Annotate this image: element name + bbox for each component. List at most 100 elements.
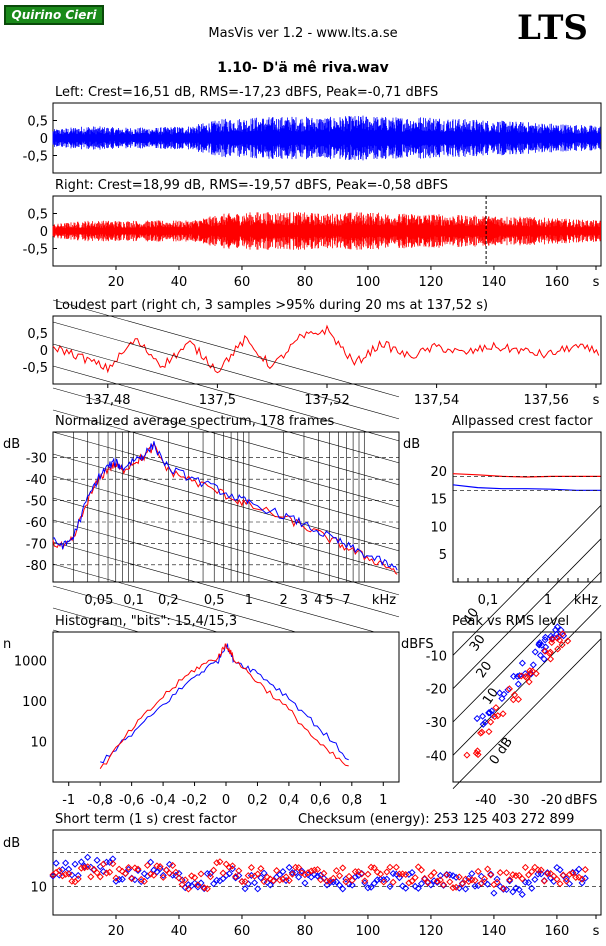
shortcrest-point — [71, 860, 79, 868]
peakrms-point — [548, 635, 556, 643]
spectrum-slope — [52, 365, 400, 464]
shortcrest-point — [443, 871, 451, 879]
shortcrest-point — [87, 873, 95, 881]
shortcrest-point — [282, 873, 290, 881]
peakrms-point — [542, 643, 550, 651]
spectrum-xtick: 1 — [245, 593, 253, 608]
loudest-ytick: 0 — [40, 344, 48, 359]
peakrms-point — [541, 633, 549, 641]
peakrms-point — [529, 667, 537, 675]
spectrum-slope — [52, 541, 400, 640]
spectrum-slope — [52, 321, 400, 420]
shortcrest-point — [206, 873, 215, 881]
shortcrest-xtick: 20 — [108, 924, 125, 939]
peakrms-point — [509, 696, 517, 704]
shortcrest-point — [121, 869, 129, 877]
loudest-ytick: -0,5 — [23, 361, 48, 376]
shortcrest-point — [377, 870, 385, 878]
histogram-ytick: 10 — [30, 735, 47, 750]
allpass-xtick: 1 — [544, 593, 552, 608]
peakrms-point — [536, 651, 545, 659]
shortcrest-point — [342, 878, 350, 886]
shortcrest-point — [389, 878, 397, 886]
shortcrest-point — [109, 860, 117, 868]
histogram-ylabel: n — [3, 637, 11, 652]
shortcrest-point — [339, 885, 347, 893]
shortcrest-point — [181, 876, 189, 884]
shortcrest-point — [241, 885, 249, 893]
shortcrest-point — [106, 868, 114, 876]
spectrum-slope — [52, 409, 400, 508]
histogram-xtick: -0,2 — [182, 793, 207, 808]
peakrms-point — [505, 685, 513, 693]
shortcrest-point — [109, 855, 117, 863]
shortcrest-point — [74, 875, 82, 883]
shortcrest-point — [291, 869, 300, 877]
checksum-text: Checksum (energy): 253 125 403 272 899 — [298, 812, 574, 827]
shortcrest-xtick: 60 — [234, 924, 251, 939]
shortcrest-point — [244, 872, 252, 880]
peakrms-point — [514, 695, 523, 703]
shortcrest-point — [521, 863, 529, 871]
peakrms-title: Peak vs RMS level — [452, 614, 569, 629]
shortcrest-point — [62, 859, 70, 867]
shortcrest-point — [84, 853, 92, 861]
shortcrest-point — [194, 883, 202, 891]
shortcrest-xtick: 160 — [544, 924, 569, 939]
allpass-xtick: 0,1 — [478, 593, 499, 608]
peakrms-diag — [452, 571, 602, 723]
loudest-series — [52, 324, 600, 374]
peakrms-point — [491, 713, 499, 721]
shortcrest-xtick: 120 — [419, 924, 444, 939]
peakrms-ytick: -10 — [426, 649, 447, 664]
shortcrest-point — [361, 877, 369, 885]
shortcrest-point — [65, 865, 73, 873]
histogram-xtick: 0,8 — [341, 793, 362, 808]
shortcrest-point — [254, 885, 262, 893]
track-title: 1.10- D'ä mê riva.wav — [217, 60, 389, 76]
right-title: Right: Crest=18,99 dB, RMS=-19,57 dBFS, … — [55, 178, 448, 193]
shortcrest-point — [257, 865, 265, 873]
shortcrest-point — [424, 879, 432, 887]
shortcrest-point — [228, 862, 237, 870]
shortcrest-point — [58, 872, 66, 880]
peakrms-point — [564, 637, 572, 645]
loudest-xtick: 137,56 — [523, 393, 569, 408]
shortcrest-point — [93, 869, 101, 877]
shortcrest-point — [499, 884, 507, 893]
left-ytick: 0,5 — [27, 115, 48, 130]
peakrms-point — [558, 641, 566, 649]
shortcrest-point — [502, 869, 511, 877]
spectrum-slope — [52, 387, 400, 486]
shortcrest-point — [285, 877, 293, 885]
shortcrest-point — [260, 869, 268, 877]
spectrum-xtick: 7 — [342, 593, 350, 608]
app-title: MasVis ver 1.2 - www.lts.a.se — [208, 26, 397, 41]
peakrms-point — [527, 670, 535, 678]
shortcrest-point — [537, 870, 545, 878]
shortcrest-point — [269, 877, 277, 885]
peakrms-xtick: -30 — [508, 793, 529, 808]
shortcrest-point — [314, 865, 322, 874]
shortcrest-point — [175, 874, 183, 882]
shortcrest-point — [156, 863, 164, 871]
shortcrest-point — [279, 868, 287, 876]
shortcrest-point — [455, 873, 463, 881]
shortcrest-point — [285, 863, 293, 871]
shortcrest-point — [216, 858, 224, 866]
shortcrest-point — [383, 868, 391, 876]
shortcrest-point — [553, 875, 561, 883]
shortcrest-point — [52, 859, 60, 867]
peakrms-point — [514, 680, 522, 688]
peakrms-point — [487, 718, 495, 726]
spectrum-ytick: -70 — [26, 537, 47, 552]
left-title: Left: Crest=16,51 dB, RMS=-17,23 dBFS, P… — [55, 85, 438, 100]
shortcrest-point — [484, 865, 492, 873]
peakrms-point — [548, 634, 556, 642]
shortcrest-point — [439, 881, 448, 889]
shortcrest-point — [364, 870, 372, 878]
shortcrest-point — [84, 863, 92, 871]
peakrms-ytick: -20 — [426, 683, 447, 698]
shortcrest-point — [528, 868, 536, 876]
